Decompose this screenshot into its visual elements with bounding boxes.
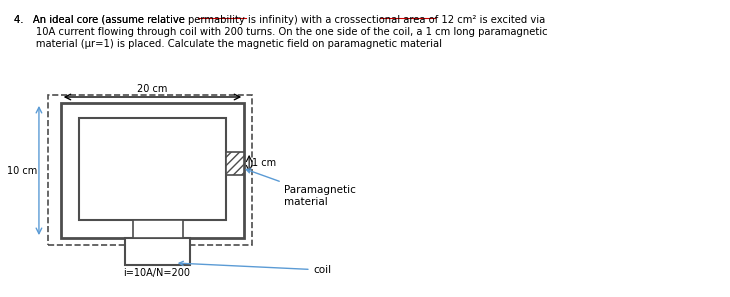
Bar <box>48 95 252 245</box>
Bar <box>79 118 226 220</box>
Text: coil: coil <box>179 261 331 275</box>
Bar <box>226 152 244 175</box>
Text: 10 cm: 10 cm <box>7 165 37 176</box>
Text: Paramagnetic
material: Paramagnetic material <box>246 169 356 207</box>
Text: i=10A/N=200: i=10A/N=200 <box>123 268 191 278</box>
Text: 20 cm: 20 cm <box>137 84 168 94</box>
Bar <box>126 238 190 265</box>
Text: 1 cm: 1 cm <box>252 159 276 168</box>
Text: 4.   An ideal core (assume relative permability is infinity) with a crossectiona: 4. An ideal core (assume relative permab… <box>14 15 545 25</box>
Bar <box>133 220 182 238</box>
Text: 4.   An ideal core (assume relative: 4. An ideal core (assume relative <box>14 15 188 25</box>
Text: 10A current flowing through coil with 200 turns. On the one side of the coil, a : 10A current flowing through coil with 20… <box>14 27 548 37</box>
Bar <box>61 103 244 238</box>
Text: material (μr=1) is placed. Calculate the magnetic field on paramagnetic material: material (μr=1) is placed. Calculate the… <box>14 39 442 49</box>
